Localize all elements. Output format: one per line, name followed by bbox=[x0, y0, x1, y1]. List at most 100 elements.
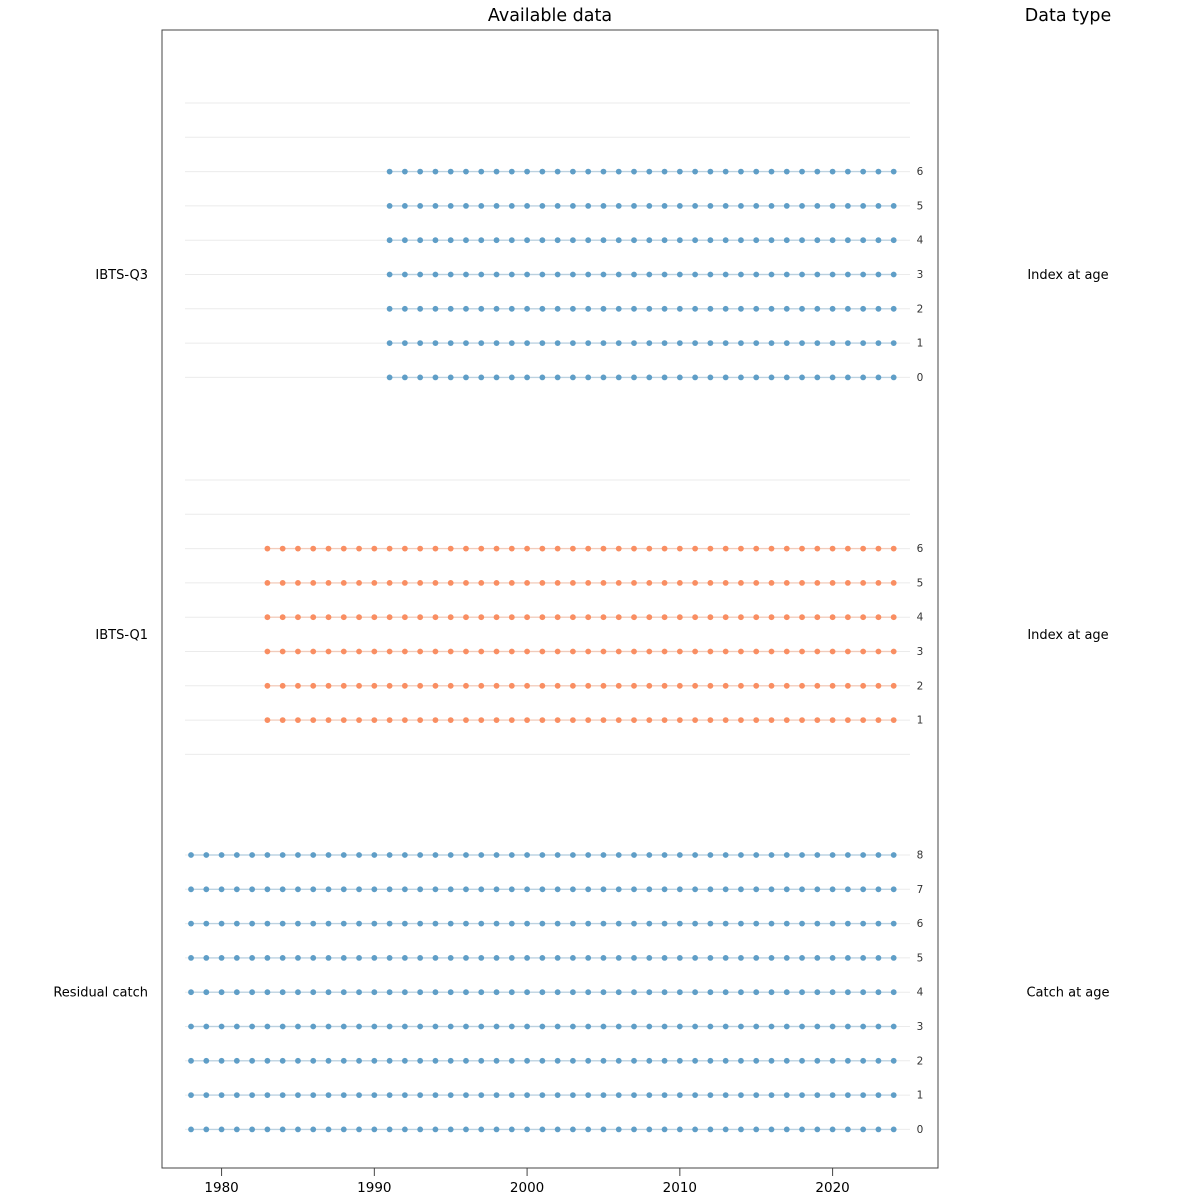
data-point bbox=[539, 203, 546, 209]
data-point bbox=[890, 955, 897, 961]
data-point bbox=[539, 340, 546, 346]
data-point bbox=[325, 614, 332, 621]
data-point bbox=[875, 682, 882, 689]
data-point bbox=[646, 1126, 653, 1133]
data-point bbox=[783, 1057, 790, 1064]
data-point bbox=[631, 955, 637, 961]
data-point bbox=[738, 305, 744, 312]
data-point bbox=[447, 168, 454, 175]
data-point bbox=[600, 1023, 607, 1030]
data-point bbox=[646, 682, 653, 689]
data-point bbox=[401, 989, 408, 996]
data-point bbox=[768, 271, 775, 278]
data-point bbox=[539, 614, 546, 621]
age-label: 1 bbox=[917, 1090, 924, 1102]
data-point bbox=[829, 955, 836, 961]
data-point bbox=[493, 374, 500, 381]
data-point bbox=[661, 340, 668, 346]
data-point bbox=[676, 237, 683, 244]
data-point bbox=[478, 168, 485, 175]
data-point bbox=[738, 545, 744, 552]
data-point bbox=[661, 203, 668, 209]
data-point bbox=[783, 1092, 790, 1098]
data-point bbox=[661, 1126, 668, 1133]
data-point bbox=[722, 168, 729, 175]
data-point bbox=[570, 545, 576, 552]
data-point bbox=[753, 271, 760, 278]
data-point bbox=[493, 920, 500, 927]
data-point bbox=[188, 1023, 194, 1030]
data-point bbox=[264, 1126, 271, 1133]
data-point bbox=[646, 989, 653, 996]
data-point bbox=[264, 1057, 271, 1064]
data-point bbox=[310, 682, 317, 689]
data-point bbox=[676, 545, 683, 552]
data-point bbox=[264, 1092, 271, 1098]
data-point bbox=[554, 305, 561, 312]
data-point bbox=[570, 614, 576, 621]
data-point bbox=[585, 545, 592, 552]
data-point bbox=[799, 682, 805, 689]
data-point bbox=[814, 545, 821, 552]
data-point bbox=[738, 614, 744, 621]
data-point bbox=[585, 1023, 592, 1030]
data-point bbox=[447, 1023, 454, 1030]
data-point bbox=[371, 1057, 378, 1064]
data-point bbox=[401, 271, 408, 278]
data-point bbox=[753, 203, 760, 209]
data-point bbox=[203, 955, 210, 961]
data-point bbox=[279, 1057, 286, 1064]
data-point bbox=[600, 271, 607, 278]
data-point bbox=[768, 203, 775, 209]
data-point bbox=[295, 614, 301, 621]
data-point bbox=[829, 1057, 836, 1064]
data-point bbox=[508, 305, 515, 312]
data-point bbox=[447, 989, 454, 996]
data-point bbox=[783, 545, 790, 552]
data-point bbox=[463, 374, 469, 381]
data-point bbox=[233, 920, 240, 927]
data-point bbox=[508, 920, 515, 927]
data-point bbox=[753, 340, 760, 346]
data-point bbox=[524, 1023, 530, 1030]
age-label: 4 bbox=[917, 612, 924, 624]
data-point bbox=[768, 1057, 775, 1064]
data-point bbox=[310, 545, 317, 552]
data-point bbox=[676, 271, 683, 278]
data-point bbox=[768, 682, 775, 689]
data-point bbox=[386, 1023, 393, 1030]
data-point bbox=[493, 340, 500, 346]
data-point bbox=[875, 374, 882, 381]
data-point bbox=[371, 545, 378, 552]
data-point bbox=[753, 374, 760, 381]
data-point bbox=[631, 1023, 637, 1030]
data-point bbox=[707, 168, 714, 175]
data-point bbox=[722, 1126, 729, 1133]
data-point bbox=[875, 886, 882, 893]
data-point bbox=[508, 374, 515, 381]
data-point bbox=[570, 682, 576, 689]
data-point bbox=[233, 1126, 240, 1133]
data-point bbox=[844, 1126, 851, 1133]
data-point bbox=[829, 648, 836, 655]
data-point bbox=[493, 648, 500, 655]
data-point bbox=[844, 614, 851, 621]
data-point bbox=[738, 237, 744, 244]
age-label: 0 bbox=[917, 1124, 924, 1136]
data-point bbox=[875, 580, 882, 586]
data-point bbox=[493, 545, 500, 552]
data-point bbox=[844, 852, 851, 858]
data-point bbox=[203, 1092, 210, 1098]
data-point bbox=[539, 1126, 546, 1133]
data-point bbox=[463, 305, 469, 312]
data-point bbox=[493, 580, 500, 586]
data-point bbox=[432, 717, 439, 723]
data-point bbox=[432, 1023, 439, 1030]
x-axis-tick-label: 2010 bbox=[663, 1180, 697, 1196]
data-point bbox=[493, 1126, 500, 1133]
data-point bbox=[799, 580, 805, 586]
data-point bbox=[295, 1057, 301, 1064]
data-point bbox=[463, 168, 469, 175]
data-point bbox=[615, 203, 622, 209]
data-point bbox=[554, 1023, 561, 1030]
